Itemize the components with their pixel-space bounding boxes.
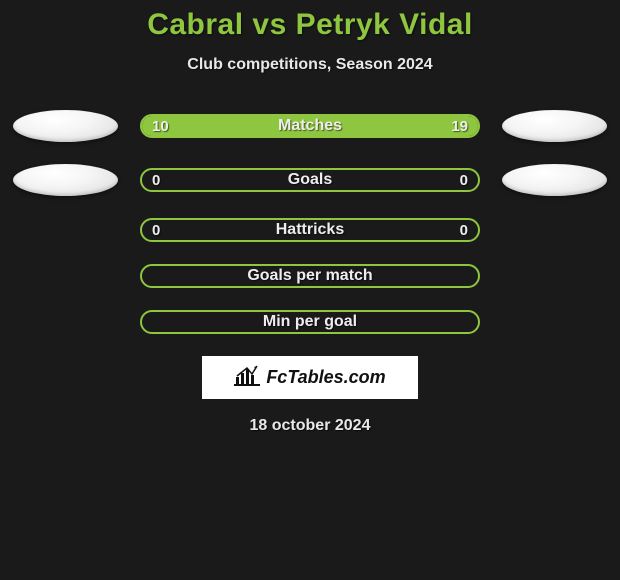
stat-row: 1019Matches <box>0 110 620 142</box>
page-subtitle: Club competitions, Season 2024 <box>0 56 620 74</box>
stat-bar: Min per goal <box>140 310 480 334</box>
chart-icon <box>234 364 260 391</box>
page-title: Cabral vs Petryk Vidal <box>0 8 620 42</box>
stat-row: 00Hattricks <box>0 218 620 242</box>
comparison-infographic: Cabral vs Petryk Vidal Club competitions… <box>0 0 620 435</box>
date-line: 18 october 2024 <box>0 417 620 435</box>
stat-bar: 00Goals <box>140 168 480 192</box>
stat-row: Min per goal <box>0 310 620 334</box>
stat-label: Min per goal <box>142 312 478 332</box>
stat-bar: Goals per match <box>140 264 480 288</box>
stat-bar: 00Hattricks <box>140 218 480 242</box>
stat-row: Goals per match <box>0 264 620 288</box>
logo-box: FcTables.com <box>202 356 418 399</box>
stat-label: Hattricks <box>142 220 478 240</box>
stat-label: Goals <box>142 170 478 190</box>
team-badge-right <box>502 164 607 196</box>
team-badge-left <box>13 164 118 196</box>
stat-rows: 1019Matches 00Goals 00Hattricks Goals per m… <box>0 110 620 334</box>
team-badge-left <box>13 110 118 142</box>
team-badge-right <box>502 110 607 142</box>
stat-label: Matches <box>142 116 478 136</box>
logo-text: FcTables.com <box>266 367 385 388</box>
stat-row: 00Goals <box>0 164 620 196</box>
stat-bar: 1019Matches <box>140 114 480 138</box>
stat-label: Goals per match <box>142 266 478 286</box>
